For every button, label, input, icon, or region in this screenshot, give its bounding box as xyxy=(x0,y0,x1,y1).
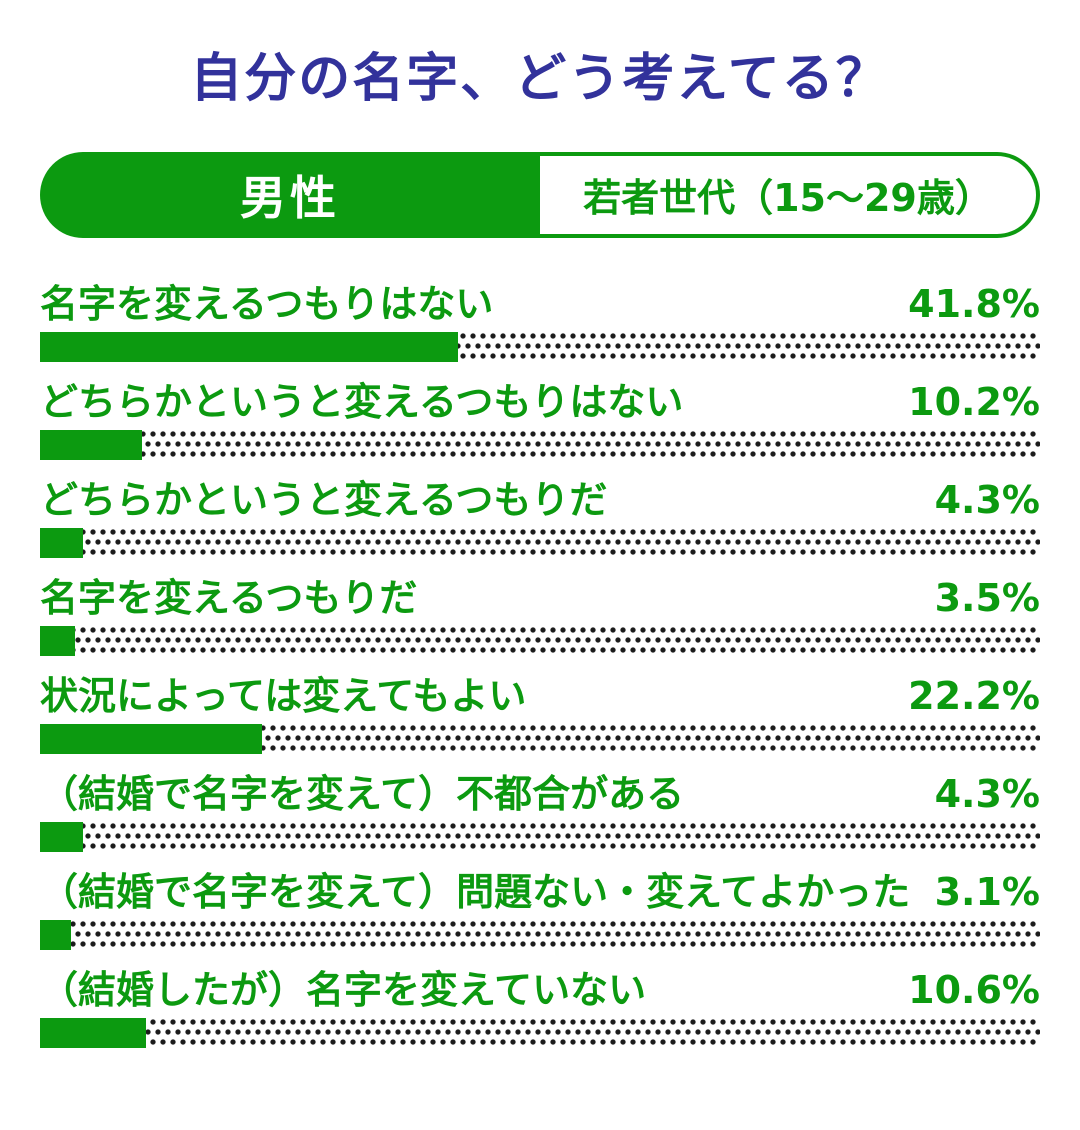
bar-fill xyxy=(40,527,83,558)
survey-row: どちらかというと変えるつもりはない 10.2% xyxy=(40,378,1040,460)
row-label: 状況によっては変えてもよい xyxy=(40,673,527,718)
bar-fill xyxy=(40,331,458,362)
bar-fill xyxy=(40,1017,146,1048)
bar-track xyxy=(40,429,1040,460)
row-value: 3.5% xyxy=(934,575,1040,620)
row-value: 4.3% xyxy=(934,477,1040,522)
survey-row: どちらかというと変えるつもりだ 4.3% xyxy=(40,476,1040,558)
bar-fill xyxy=(40,625,75,656)
survey-row: 名字を変えるつもりだ 3.5% xyxy=(40,574,1040,656)
header-pill: 男性 若者世代（15～29歳） xyxy=(40,151,1040,238)
row-text: （結婚したが）名字を変えていない 10.6% xyxy=(40,966,1040,1014)
row-text: どちらかというと変えるつもりはない 10.2% xyxy=(40,378,1040,426)
survey-row: 名字を変えるつもりはない 41.8% xyxy=(40,280,1040,362)
row-text: 名字を変えるつもりだ 3.5% xyxy=(40,574,1040,622)
bar-track xyxy=(40,625,1040,656)
row-value: 4.3% xyxy=(934,771,1040,816)
bar-fill xyxy=(40,429,142,460)
group-badge: 男性 xyxy=(40,151,540,238)
rows: 名字を変えるつもりはない 41.8% どちらかというと変えるつもりはない 10.… xyxy=(40,280,1040,1048)
row-value: 3.1% xyxy=(934,869,1040,914)
bar-track xyxy=(40,331,1040,362)
bar-track xyxy=(40,919,1040,950)
row-text: （結婚で名字を変えて）不都合がある 4.3% xyxy=(40,770,1040,818)
row-text: 状況によっては変えてもよい 22.2% xyxy=(40,672,1040,720)
bar-track xyxy=(40,527,1040,558)
row-label: （結婚したが）名字を変えていない xyxy=(40,967,647,1012)
row-label: 名字を変えるつもりはない xyxy=(40,281,494,326)
bar-fill xyxy=(40,919,71,950)
survey-row: 状況によっては変えてもよい 22.2% xyxy=(40,672,1040,754)
survey-row: （結婚で名字を変えて）問題ない・変えてよかった 3.1% xyxy=(40,868,1040,950)
row-label: （結婚で名字を変えて）不都合がある xyxy=(40,771,685,816)
row-label: どちらかというと変えるつもりはない xyxy=(40,379,684,424)
page-title: 自分の名字、どう考えてる？ xyxy=(190,49,890,109)
row-text: 名字を変えるつもりはない 41.8% xyxy=(40,280,1040,328)
cohort-label: 若者世代（15～29歳） xyxy=(583,176,993,221)
row-value: 10.2% xyxy=(908,379,1040,424)
row-text: （結婚で名字を変えて）問題ない・変えてよかった 3.1% xyxy=(40,868,1040,916)
bar-track xyxy=(40,1017,1040,1048)
group-label: 男性 xyxy=(240,170,340,225)
bar-track xyxy=(40,723,1040,754)
row-label: （結婚で名字を変えて）問題ない・変えてよかった xyxy=(40,869,911,914)
row-value: 10.6% xyxy=(908,967,1040,1012)
row-value: 22.2% xyxy=(908,673,1040,718)
row-value: 41.8% xyxy=(908,281,1040,326)
bar-track xyxy=(40,821,1040,852)
row-label: どちらかというと変えるつもりだ xyxy=(40,477,608,522)
row-text: どちらかというと変えるつもりだ 4.3% xyxy=(40,476,1040,524)
survey-row: （結婚で名字を変えて）不都合がある 4.3% xyxy=(40,770,1040,852)
survey-row: （結婚したが）名字を変えていない 10.6% xyxy=(40,966,1040,1048)
bar-fill xyxy=(40,723,262,754)
bar-fill xyxy=(40,821,83,852)
cohort-badge: 若者世代（15～29歳） xyxy=(540,151,1040,238)
row-label: 名字を変えるつもりだ xyxy=(40,575,418,620)
